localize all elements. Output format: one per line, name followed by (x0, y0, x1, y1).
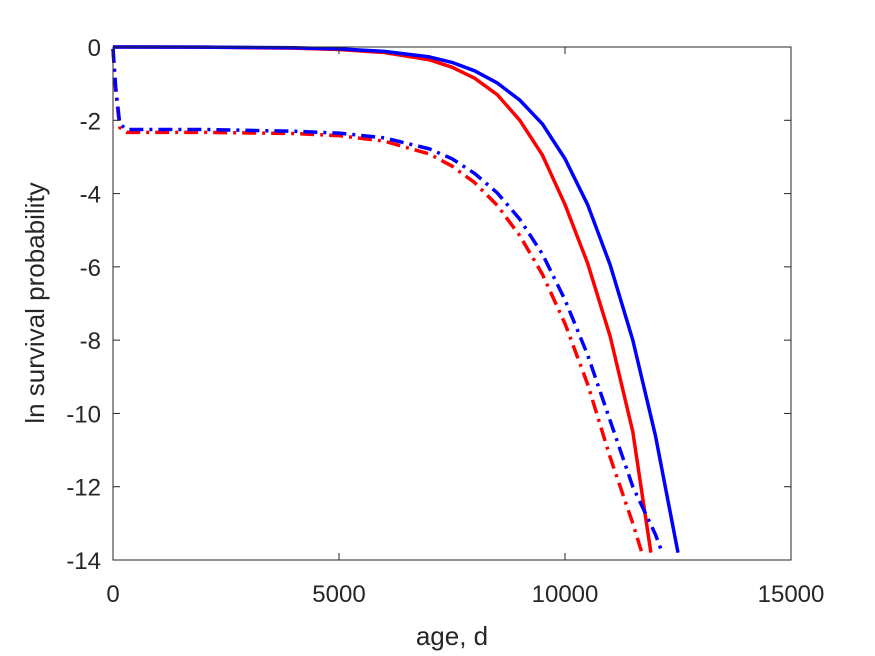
blue-solid-series-line (112, 45, 680, 554)
y-axis-ticks: 0 -2 -4 -6 -8 -10 -12 -14 (66, 35, 791, 575)
series-lines (111, 45, 680, 554)
x-tick-label: 15000 (758, 581, 825, 608)
x-axis-ticks: 0 5000 10000 15000 (106, 47, 824, 608)
y-tick-label: -6 (80, 255, 101, 282)
y-tick-label: -8 (80, 328, 101, 355)
x-tick-label: 0 (106, 581, 119, 608)
plot-frame (112, 46, 792, 561)
red-dashdot-series-line (111, 48, 644, 554)
x-tick-label: 10000 (532, 581, 599, 608)
x-axis-label: age, d (416, 621, 488, 651)
y-tick-label: 0 (88, 35, 101, 62)
y-axis-label: ln survival probability (20, 182, 50, 423)
plot-area (113, 47, 791, 560)
y-tick-label: -4 (80, 182, 101, 209)
y-tick-label: -12 (66, 475, 101, 502)
x-tick-label: 5000 (312, 581, 365, 608)
y-tick-label: -2 (80, 108, 101, 135)
y-tick-label: -14 (66, 548, 101, 575)
y-tick-label: -10 (66, 401, 101, 428)
blue-dashdot-series-line (111, 48, 664, 554)
